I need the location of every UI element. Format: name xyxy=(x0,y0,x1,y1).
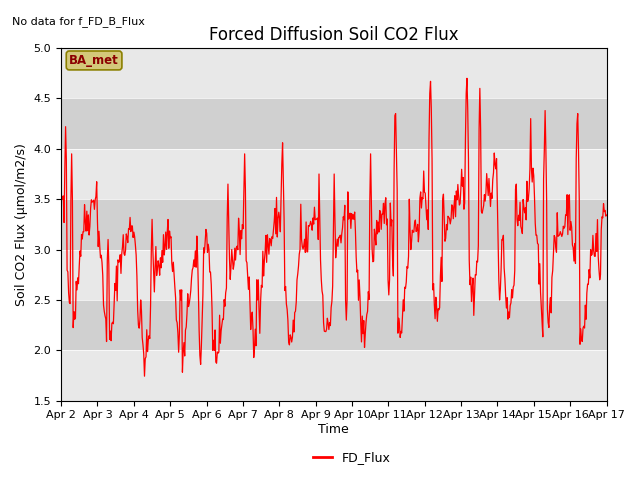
Bar xyxy=(61,48,607,98)
Text: No data for f_FD_B_Flux: No data for f_FD_B_Flux xyxy=(12,16,145,27)
Legend: FD_Flux: FD_Flux xyxy=(308,446,396,469)
Text: BA_met: BA_met xyxy=(69,54,119,67)
Bar xyxy=(61,300,607,350)
Bar xyxy=(61,149,607,199)
Title: Forced Diffusion Soil CO2 Flux: Forced Diffusion Soil CO2 Flux xyxy=(209,26,459,44)
Y-axis label: Soil CO2 Flux (μmol/m2/s): Soil CO2 Flux (μmol/m2/s) xyxy=(15,143,28,306)
Bar xyxy=(61,199,607,250)
Bar xyxy=(61,350,607,401)
X-axis label: Time: Time xyxy=(319,423,349,436)
Bar xyxy=(61,250,607,300)
Bar xyxy=(61,98,607,149)
